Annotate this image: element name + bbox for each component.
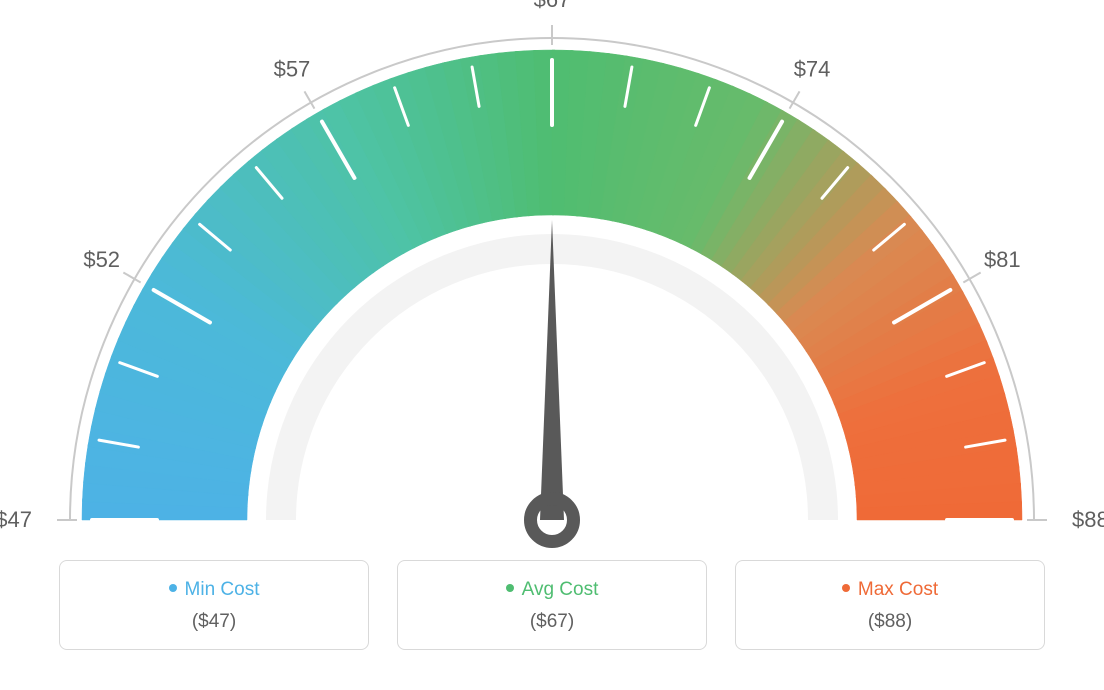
legend-label-text: Max Cost <box>858 579 938 600</box>
legend-row: Min Cost ($47) Avg Cost ($67) Max Cost (… <box>0 560 1104 650</box>
legend-label-text: Min Cost <box>185 579 260 600</box>
gauge-needle <box>540 220 564 520</box>
legend-value-avg: ($67) <box>408 611 696 633</box>
legend-value-max: ($88) <box>746 611 1034 633</box>
scale-label: $52 <box>83 247 120 272</box>
legend-label-text: Avg Cost <box>522 579 599 600</box>
scale-label: $57 <box>274 57 311 82</box>
dot-icon <box>842 584 850 592</box>
legend-card-avg: Avg Cost ($67) <box>397 560 707 650</box>
legend-card-min: Min Cost ($47) <box>59 560 369 650</box>
scale-label: $47 <box>0 507 32 532</box>
dot-icon <box>506 584 514 592</box>
legend-label-avg: Avg Cost <box>408 579 696 601</box>
legend-label-min: Min Cost <box>70 579 358 601</box>
dot-icon <box>169 584 177 592</box>
scale-label: $74 <box>794 57 831 82</box>
gauge-chart: $47 $52 $57 $67 $74 $81 $88 <box>0 0 1104 560</box>
legend-label-max: Max Cost <box>746 579 1034 601</box>
scale-label: $88 <box>1072 507 1104 532</box>
legend-card-max: Max Cost ($88) <box>735 560 1045 650</box>
legend-value-min: ($47) <box>70 611 358 633</box>
gauge-svg: $47 $52 $57 $67 $74 $81 $88 <box>0 0 1104 560</box>
scale-label: $81 <box>984 247 1021 272</box>
scale-label: $67 <box>534 0 571 12</box>
